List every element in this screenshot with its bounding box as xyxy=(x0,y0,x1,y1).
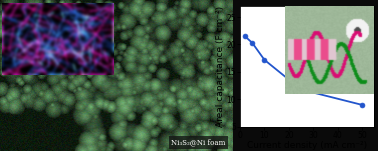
Y-axis label: Areal capacitance (F cm⁻²): Areal capacitance (F cm⁻²) xyxy=(216,6,225,127)
X-axis label: Current density (mA cm⁻²): Current density (mA cm⁻²) xyxy=(247,141,367,150)
Text: Ni₃S₂@Ni foam: Ni₃S₂@Ni foam xyxy=(171,138,226,146)
